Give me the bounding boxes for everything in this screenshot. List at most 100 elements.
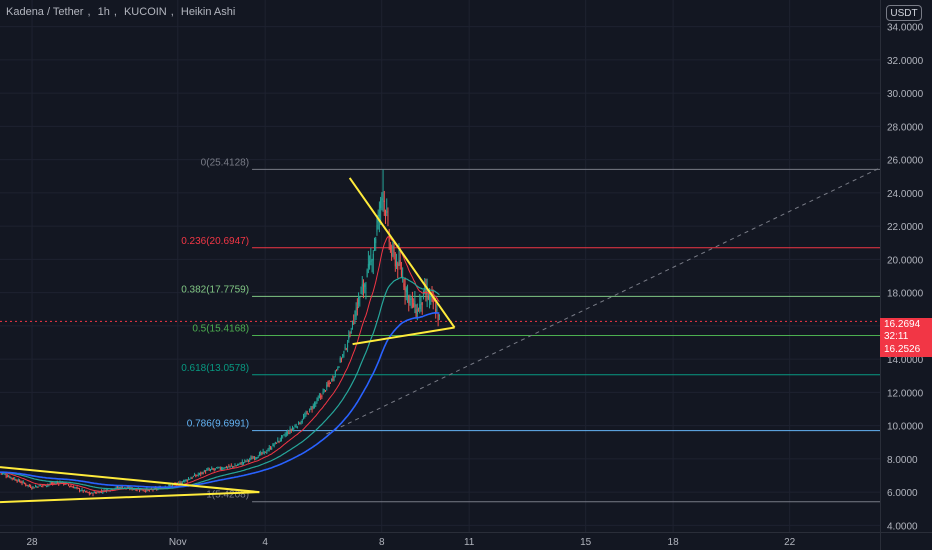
candle	[216, 467, 218, 469]
fib-label: 0.618(13.0578)	[181, 363, 249, 374]
price-tick-label: 20.0000	[887, 255, 924, 266]
currency-selector[interactable]: USDT	[886, 5, 922, 21]
candle-body	[205, 471, 207, 473]
candle	[17, 478, 19, 482]
candle	[214, 468, 216, 471]
time-tick-label: 28	[26, 537, 38, 548]
candle	[47, 483, 49, 488]
candle	[334, 370, 336, 378]
candle-body	[222, 468, 224, 470]
candle	[224, 466, 226, 469]
candle-body	[378, 215, 380, 217]
fib-label: 1(5.4208)	[206, 490, 249, 501]
candle-body	[191, 477, 193, 479]
ema-fast-line	[0, 236, 440, 492]
candle-body	[293, 427, 295, 429]
candle	[30, 484, 32, 488]
candle	[103, 488, 105, 493]
candle-body	[376, 225, 378, 232]
candle-body	[94, 492, 96, 494]
candle	[277, 437, 279, 443]
candle-body	[415, 310, 417, 317]
candle-body	[170, 485, 172, 487]
candle-body	[197, 474, 199, 476]
last-price-tag: 16.2694 32:11	[880, 318, 932, 343]
candle	[256, 456, 258, 460]
candle-body	[91, 492, 93, 494]
candle-body	[375, 238, 377, 244]
candle-body	[287, 432, 289, 434]
candle-body	[17, 479, 19, 481]
candle	[333, 375, 335, 382]
candle-body	[336, 370, 338, 372]
candle	[437, 313, 439, 327]
candle-body	[192, 476, 194, 478]
candle-body	[96, 492, 98, 494]
candle	[392, 238, 394, 258]
candle	[203, 469, 205, 473]
candle-body	[345, 348, 347, 350]
candle-body	[98, 492, 100, 494]
candle-body	[266, 451, 268, 453]
candle-body	[50, 483, 52, 485]
candle-body	[343, 351, 345, 354]
candle	[245, 460, 247, 463]
candle	[37, 486, 39, 488]
candle-body	[309, 408, 311, 412]
candle-body	[329, 382, 331, 384]
time-tick-label: 15	[580, 537, 592, 548]
candle	[229, 465, 231, 469]
candle-body	[148, 489, 150, 491]
candle-body	[179, 482, 181, 484]
candle	[373, 237, 375, 252]
candle-body	[90, 493, 92, 495]
candle	[200, 471, 202, 477]
candle-body	[344, 346, 346, 350]
candle-body	[250, 457, 252, 459]
candle-body	[0, 472, 2, 474]
candle	[251, 455, 253, 460]
candle	[6, 474, 8, 478]
candle	[389, 241, 391, 253]
second-price-tag: 16.2526	[880, 343, 932, 357]
candle-body	[206, 469, 208, 471]
candle	[342, 353, 344, 359]
candle-body	[364, 284, 366, 288]
candle-body	[256, 457, 258, 459]
symbol-name: Kadena / Tether	[6, 6, 84, 18]
candle-body	[225, 466, 227, 468]
candle-body	[75, 487, 77, 489]
candle-body	[403, 283, 405, 287]
candle-body	[371, 264, 373, 266]
candle-body	[39, 485, 41, 487]
candle-body	[85, 490, 87, 492]
candle-body	[116, 487, 118, 489]
candle	[331, 378, 333, 382]
candle	[83, 489, 85, 492]
candle	[76, 486, 78, 490]
candle	[202, 471, 204, 475]
candle-body	[420, 296, 422, 303]
candle	[221, 466, 223, 471]
candle-body	[42, 485, 44, 487]
candle-body	[217, 467, 219, 469]
candle	[240, 461, 242, 465]
candle-body	[87, 492, 89, 494]
candle	[378, 201, 380, 233]
candle-body	[382, 199, 384, 201]
candle-body	[295, 426, 297, 428]
candle	[52, 481, 54, 486]
candle-body	[128, 486, 130, 488]
candle-body	[5, 475, 7, 477]
candle-body	[260, 452, 262, 454]
candle	[310, 405, 312, 410]
candle	[371, 258, 373, 273]
candle	[5, 473, 7, 479]
candle-body	[216, 467, 218, 469]
grid	[0, 0, 880, 532]
candle-body	[71, 486, 73, 488]
candle-body	[190, 478, 192, 480]
candle-body	[301, 420, 303, 422]
candle	[291, 425, 293, 431]
